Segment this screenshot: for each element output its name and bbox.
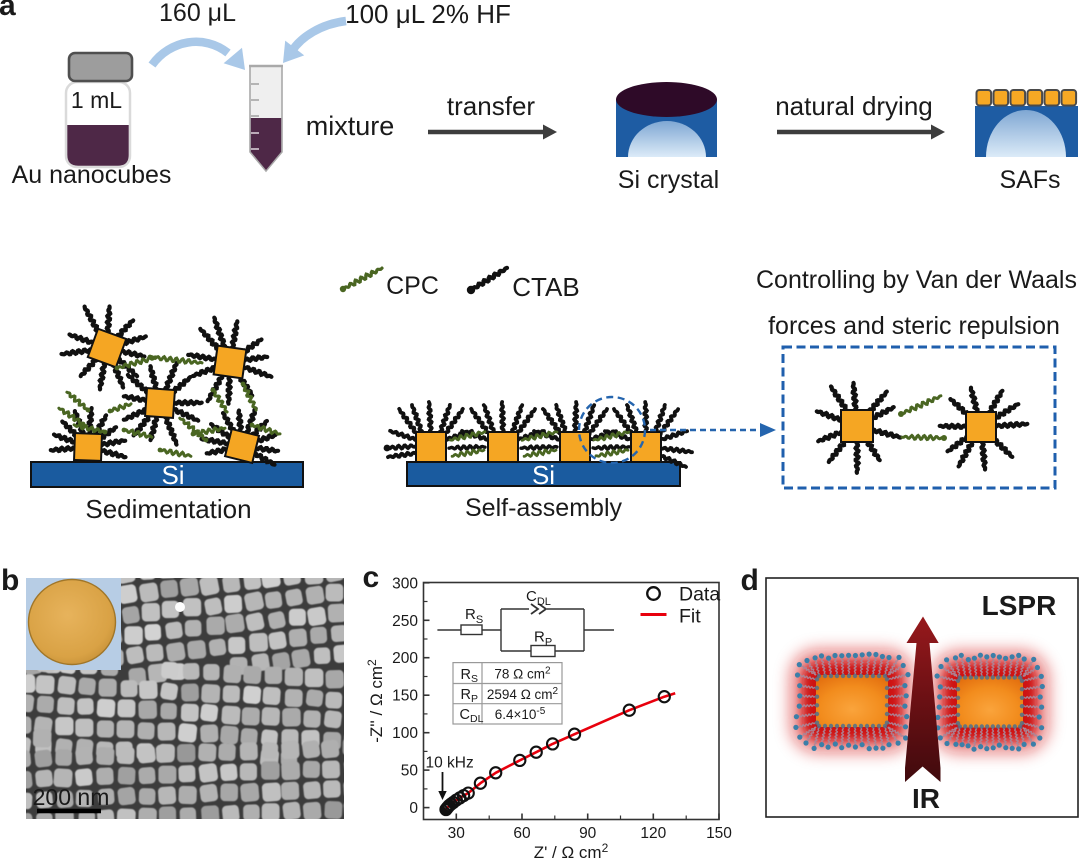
svg-text:300: 300 bbox=[392, 575, 418, 592]
svg-text:Z' / Ω cm2: Z' / Ω cm2 bbox=[534, 841, 609, 862]
svg-text:10 kHz: 10 kHz bbox=[426, 755, 474, 772]
svg-text:250: 250 bbox=[392, 613, 418, 630]
svg-text:200: 200 bbox=[392, 650, 418, 667]
svg-text:Data: Data bbox=[679, 584, 720, 606]
svg-text:60: 60 bbox=[513, 825, 531, 842]
svg-text:CDL: CDL bbox=[526, 588, 551, 608]
svg-text:Fit: Fit bbox=[679, 606, 701, 628]
svg-text:78 Ω cm2: 78 Ω cm2 bbox=[494, 666, 551, 682]
svg-text:RS: RS bbox=[465, 606, 483, 626]
svg-text:50: 50 bbox=[401, 763, 419, 780]
svg-text:150: 150 bbox=[392, 688, 418, 705]
svg-text:RP: RP bbox=[461, 687, 479, 705]
svg-text:CDL: CDL bbox=[460, 707, 484, 725]
svg-text:RS: RS bbox=[461, 667, 479, 685]
svg-text:90: 90 bbox=[579, 825, 597, 842]
svg-text:120: 120 bbox=[640, 825, 666, 842]
svg-text:30: 30 bbox=[448, 825, 466, 842]
svg-text:2594 Ω cm2: 2594 Ω cm2 bbox=[487, 686, 559, 702]
svg-text:0: 0 bbox=[409, 800, 418, 817]
svg-text:150: 150 bbox=[706, 825, 732, 842]
svg-text:6.4×10-5: 6.4×10-5 bbox=[495, 706, 546, 722]
svg-text:-Z'' / Ω cm2: -Z'' / Ω cm2 bbox=[365, 659, 386, 743]
svg-text:100: 100 bbox=[392, 725, 418, 742]
